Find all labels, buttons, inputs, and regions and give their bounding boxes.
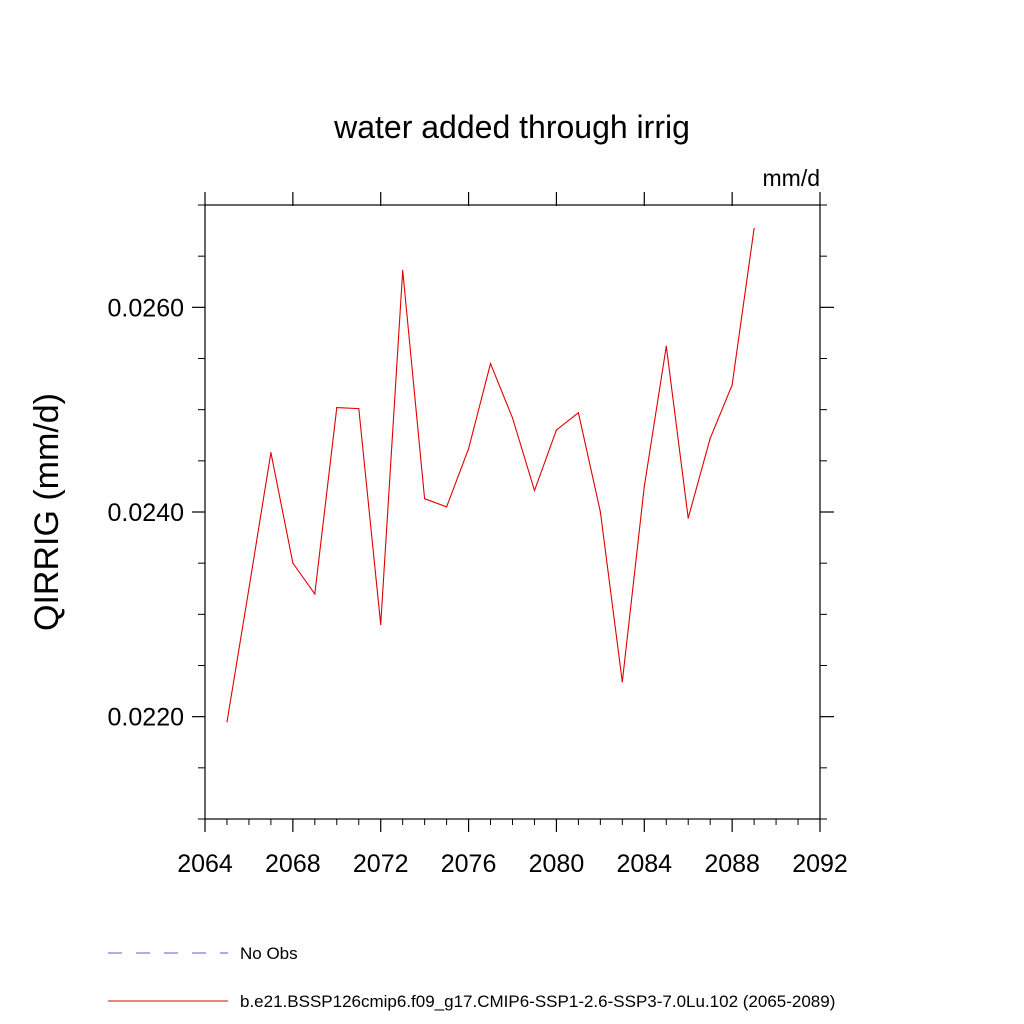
series-point bbox=[446, 506, 448, 508]
series-point bbox=[643, 485, 645, 488]
series-point bbox=[358, 408, 360, 410]
x-tick-label: 2076 bbox=[441, 850, 497, 878]
y-axis-title: QIRRIG (mm/d) bbox=[28, 393, 66, 631]
x-tick-label: 2080 bbox=[529, 850, 585, 878]
legend: No Obs b.e21.BSSP126cmip6.f09_g17.CMIP6-… bbox=[108, 944, 835, 1011]
series-point bbox=[380, 623, 382, 626]
series-point bbox=[489, 363, 492, 365]
series-point bbox=[709, 437, 711, 439]
x-tick-label: 2068 bbox=[265, 850, 321, 878]
units-label: mm/d bbox=[763, 165, 821, 191]
series-point bbox=[336, 407, 338, 409]
series-point bbox=[248, 588, 250, 590]
series-point bbox=[687, 517, 689, 519]
series-point bbox=[511, 417, 514, 419]
axis-ticks bbox=[192, 192, 834, 832]
series-point bbox=[292, 562, 294, 564]
series-point bbox=[555, 429, 558, 431]
series-point bbox=[424, 498, 426, 500]
series-point bbox=[577, 412, 579, 414]
x-tick-label: 2088 bbox=[704, 850, 760, 878]
legend-label-no-obs: No Obs bbox=[240, 944, 298, 963]
tick-labels: 2064 2068 2072 2076 2080 2084 2088 2092 0.0220 0.… bbox=[108, 294, 848, 878]
plot-frame bbox=[204, 204, 821, 820]
y-tick-label: 0.0240 bbox=[108, 499, 184, 527]
series-point bbox=[314, 593, 316, 595]
series-point bbox=[270, 452, 272, 454]
x-tick-label: 2072 bbox=[353, 850, 409, 878]
series-point bbox=[402, 269, 404, 272]
y-tick-label: 0.0220 bbox=[108, 704, 184, 732]
series-layer bbox=[226, 227, 755, 723]
series-point bbox=[533, 489, 536, 492]
x-tick-label: 2092 bbox=[792, 850, 848, 878]
x-tick-label: 2084 bbox=[616, 850, 672, 878]
series-point bbox=[665, 345, 667, 347]
series-point bbox=[753, 227, 755, 230]
series-point bbox=[599, 511, 601, 513]
series-point bbox=[731, 384, 733, 386]
y-tick-label: 0.0260 bbox=[108, 294, 184, 322]
series-point bbox=[226, 721, 228, 723]
series-point bbox=[467, 447, 470, 450]
series-point bbox=[621, 681, 623, 683]
chart-title: water added through irrig bbox=[333, 109, 690, 145]
series-line bbox=[226, 228, 755, 722]
legend-label-series: b.e21.BSSP126cmip6.f09_g17.CMIP6-SSP1-2.… bbox=[240, 992, 835, 1011]
x-tick-label: 2064 bbox=[177, 850, 233, 878]
